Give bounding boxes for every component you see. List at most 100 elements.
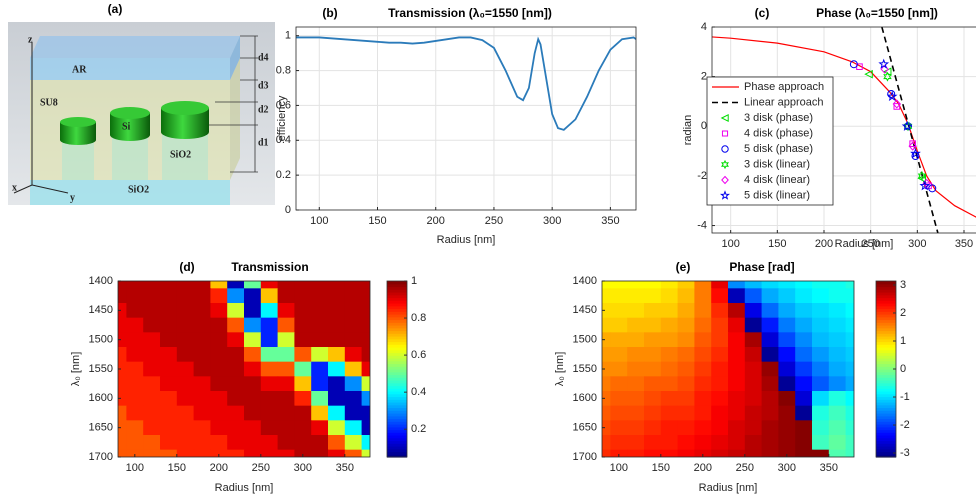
heatmap-cell	[126, 303, 144, 319]
colorbar-step	[876, 413, 896, 417]
colorbar-step	[387, 283, 407, 288]
heatmap-cell	[361, 288, 370, 304]
y-tick-label: -2	[697, 170, 707, 182]
colorbar-step	[387, 338, 407, 343]
colorbar-step	[387, 451, 407, 455]
heatmap-cell	[193, 449, 211, 457]
heatmap-cell	[660, 376, 679, 392]
colorbar-step	[876, 429, 896, 433]
heatmap-cell	[778, 288, 796, 304]
x-axis-label: Radius [nm]	[835, 238, 894, 250]
colorbar-tick-label: 0	[900, 363, 906, 375]
heatmap-cell	[294, 435, 312, 451]
colorbar-step	[387, 391, 407, 395]
heatmap-cell	[812, 420, 830, 436]
heatmap-cell	[143, 281, 161, 289]
heatmap-cell	[210, 420, 228, 436]
heatmap-cell	[728, 361, 746, 377]
plot-content	[118, 281, 370, 457]
heatmap-cell	[744, 435, 763, 451]
y-tick-label: 1700	[89, 451, 113, 463]
colorbar-step	[876, 311, 896, 315]
heatmap-cell	[126, 435, 144, 451]
heatmap-cell	[694, 420, 712, 436]
heatmap-cell	[294, 376, 312, 392]
heatmap-cell	[711, 361, 729, 377]
panel-label: (e)	[676, 260, 691, 274]
dimension-label: d3	[258, 80, 269, 91]
heatmap-cell	[828, 281, 847, 289]
heatmap-cell	[118, 435, 127, 451]
heatmap-cell	[260, 347, 279, 363]
heatmap-cell	[344, 288, 363, 304]
colorbar-step	[387, 311, 407, 315]
heatmap-cell	[728, 347, 746, 363]
colorbar-step	[876, 371, 896, 376]
colorbar-step	[876, 314, 896, 318]
heatmap-cell	[778, 405, 796, 421]
colorbar-step	[387, 424, 407, 428]
legend-label: 5 disk (linear)	[744, 189, 810, 201]
heatmap-cell	[277, 288, 295, 304]
data-point	[893, 103, 901, 110]
heatmap-cell	[761, 420, 779, 436]
colorbar-step	[387, 371, 407, 376]
heatmap-cell	[610, 288, 628, 304]
x-tick-label: 300	[294, 462, 312, 474]
heatmap-cell	[244, 435, 262, 451]
heatmap-cell	[795, 420, 813, 436]
colorbar-step	[876, 374, 896, 378]
heatmap-cell	[126, 420, 144, 436]
colorbar-step	[387, 402, 407, 406]
x-axis-label: Radius [nm]	[699, 482, 758, 494]
y-tick-label: 0	[701, 120, 707, 132]
heatmap-cell	[795, 435, 813, 451]
heatmap-cell	[193, 317, 211, 333]
legend-marker	[720, 113, 729, 123]
heatmap-cell	[328, 376, 346, 392]
heatmap-cell	[160, 420, 178, 436]
heatmap-cell	[160, 347, 178, 363]
ar-side	[230, 36, 240, 80]
colorbar-step	[387, 325, 407, 329]
colorbar-step	[876, 292, 896, 296]
heatmap-cell	[361, 303, 370, 319]
x-axis-label: Radius [nm]	[215, 482, 274, 494]
heatmap-cell	[294, 347, 312, 363]
layer-label: AR	[72, 64, 87, 75]
heatmap-cell	[744, 303, 763, 319]
heatmap-cell	[627, 332, 645, 348]
heatmap-cell	[260, 288, 279, 304]
heatmap-cell	[311, 420, 329, 436]
heatmap-cell	[126, 332, 144, 348]
colorbar-step	[387, 289, 407, 293]
plot-content	[602, 281, 854, 457]
heatmap-cell	[610, 317, 628, 333]
colorbar-step	[387, 382, 407, 387]
heatmap-cell	[694, 405, 712, 421]
colorbar-step	[876, 437, 896, 442]
colorbar-step	[876, 404, 896, 409]
heatmap-cell	[694, 361, 712, 377]
heatmap-cell	[126, 405, 144, 421]
heatmap-cell	[660, 420, 679, 436]
legend-marker	[721, 145, 729, 153]
heatmap-cell	[361, 420, 370, 436]
heatmap-cell	[260, 449, 279, 457]
y-tick-label: 4	[701, 21, 707, 33]
y-tick-label: 1650	[89, 422, 113, 434]
colorbar-step	[876, 432, 896, 436]
heatmap-cell	[744, 405, 763, 421]
colorbar-step	[387, 355, 407, 359]
colorbar-step	[387, 418, 407, 422]
colorbar-step	[876, 418, 896, 422]
colorbar-step	[387, 358, 407, 362]
heatmap-cell	[227, 435, 245, 451]
heatmap-cell	[845, 449, 854, 457]
heatmap-cell	[677, 376, 695, 392]
heatmap-cell	[711, 420, 729, 436]
heatmap-cell	[677, 391, 695, 407]
heatmap-cell	[627, 281, 645, 289]
heatmap-cell	[210, 281, 228, 289]
colorbar-step	[387, 336, 407, 340]
